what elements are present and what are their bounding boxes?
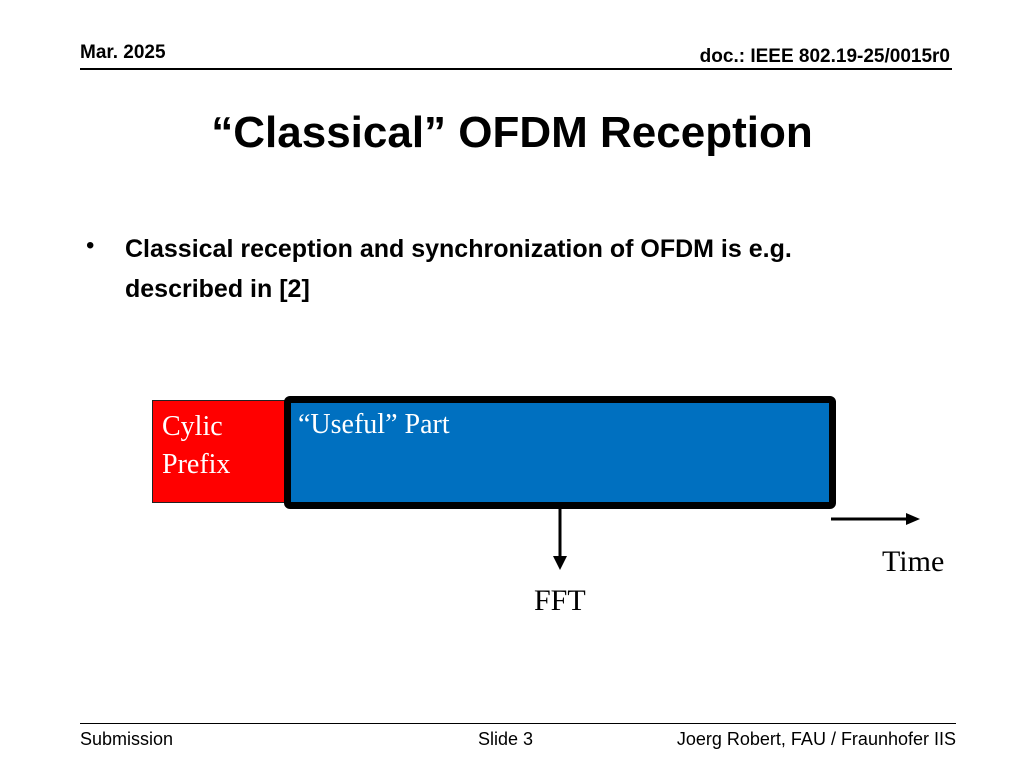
bullet-text: Classical reception and synchronization … [125,235,792,303]
footer-submission: Submission [80,729,174,749]
fft-arrow [553,509,567,570]
footer-author: Joerg Robert, FAU / Fraunhofer IIS [676,729,956,749]
header-doc-id: doc.: IEEE 802.19-25/0015r0 [699,46,950,67]
fft-label: FFT [534,584,586,617]
time-arrow [831,513,920,525]
useful-part-block [284,396,836,509]
time-label: Time [882,545,945,578]
footer-slide-number: Slide 3 [478,729,534,749]
slide-title: “Classical” OFDM Reception [211,108,813,157]
footer-divider [80,723,956,724]
bullet-marker: • [86,232,95,259]
useful-part-label: “Useful” Part [298,409,450,440]
cyclic-prefix-block [152,400,292,503]
header-date: Mar. 2025 [80,42,166,63]
header-divider [80,68,952,70]
cyclic-prefix-label: Cylic Prefix [162,411,231,480]
